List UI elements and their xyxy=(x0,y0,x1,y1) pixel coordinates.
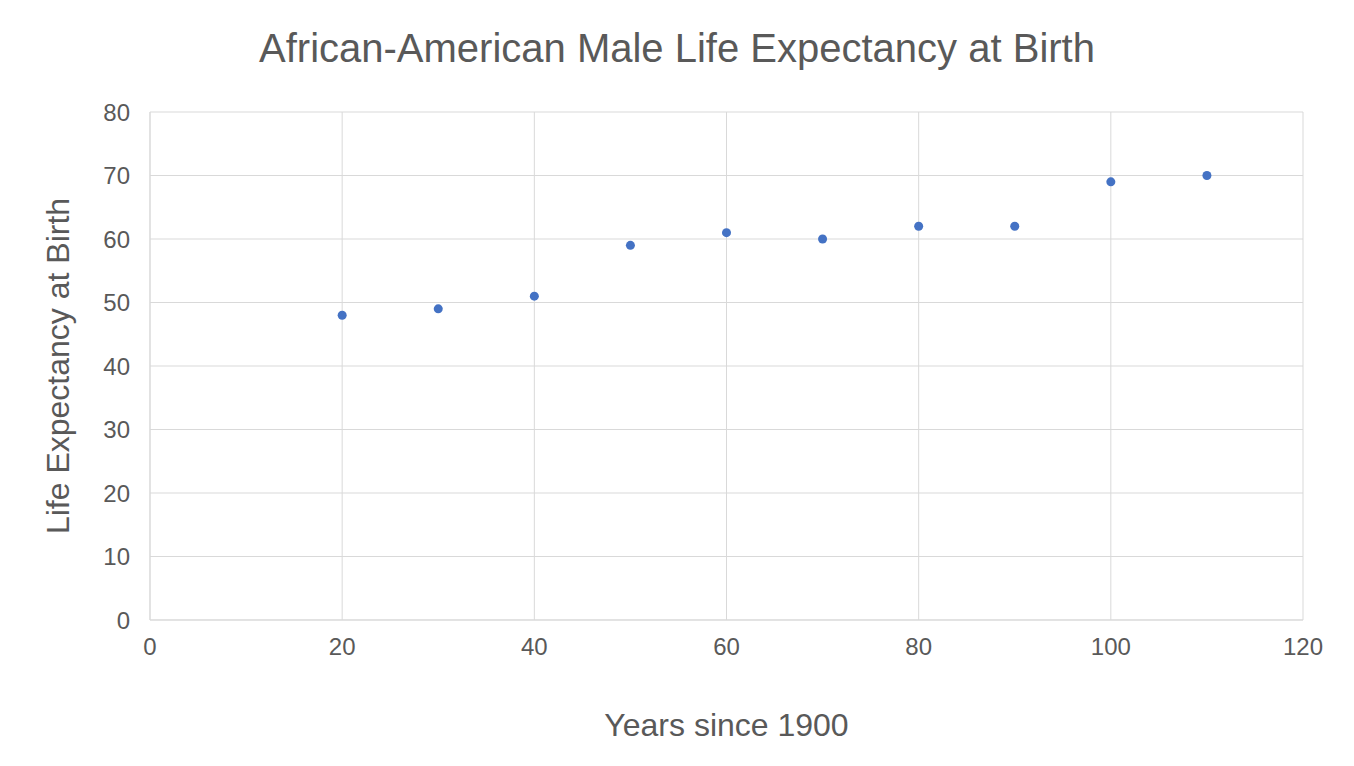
svg-text:80: 80 xyxy=(905,633,932,660)
svg-text:60: 60 xyxy=(103,226,130,253)
svg-text:50: 50 xyxy=(103,289,130,316)
html-text:African-American Male Life Exp: African-American Male Life Expectancy at… xyxy=(259,26,1095,70)
svg-text:10: 10 xyxy=(103,543,130,570)
svg-text:40: 40 xyxy=(103,353,130,380)
svg-text:40: 40 xyxy=(521,633,548,660)
svg-text:70: 70 xyxy=(103,162,130,189)
svg-text:100: 100 xyxy=(1091,633,1131,660)
svg-text:60: 60 xyxy=(713,633,740,660)
svg-text:80: 80 xyxy=(103,99,130,126)
svg-text:Life Expectancy at Birth: Life Expectancy at Birth xyxy=(40,198,76,534)
svg-text:30: 30 xyxy=(103,416,130,443)
svg-text:20: 20 xyxy=(329,633,356,660)
svg-text:0: 0 xyxy=(117,607,130,634)
svg-text:Years since 1900: Years since 1900 xyxy=(604,707,848,743)
svg-text:120: 120 xyxy=(1283,633,1323,660)
svg-text:20: 20 xyxy=(103,480,130,507)
svg-text:0: 0 xyxy=(143,633,156,660)
